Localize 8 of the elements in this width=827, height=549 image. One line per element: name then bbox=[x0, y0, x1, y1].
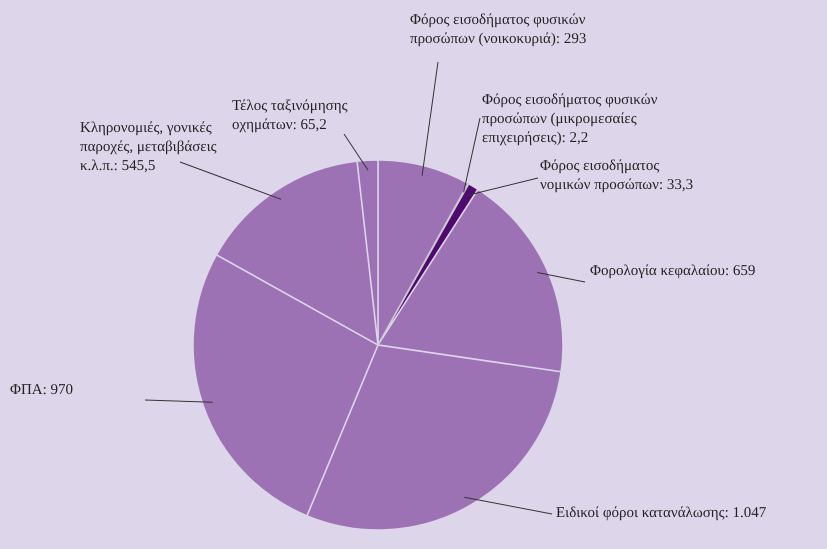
slice-label: Ειδικοί φόροι κατανάλωσης: 1.047 bbox=[556, 505, 767, 521]
slice-label: Φορολογία κεφαλαίου: 659 bbox=[590, 263, 756, 279]
slice-label: ΦΠΑ: 970 bbox=[10, 382, 74, 398]
slice-label: Φόρος εισοδήματος φυσικών προσώπων (νοικοκυριά): 293 bbox=[410, 12, 586, 47]
slice-label: Τέλος ταξινόμησης οχημάτων: 65,2 bbox=[232, 98, 348, 133]
slice-label: Φόρος εισοδήματος φυσικών προσώπων (μικρομεσαίες επιχειρήσεις): 2,2 bbox=[482, 92, 658, 146]
slice-label: Φόρος εισοδήματος νομικών προσώπων: 33,3 bbox=[540, 158, 694, 193]
slice-label: Κληρονομιές, γονικές παροχές, μεταβιβάσεις κ.λ.π.: 545,5 bbox=[80, 120, 217, 174]
